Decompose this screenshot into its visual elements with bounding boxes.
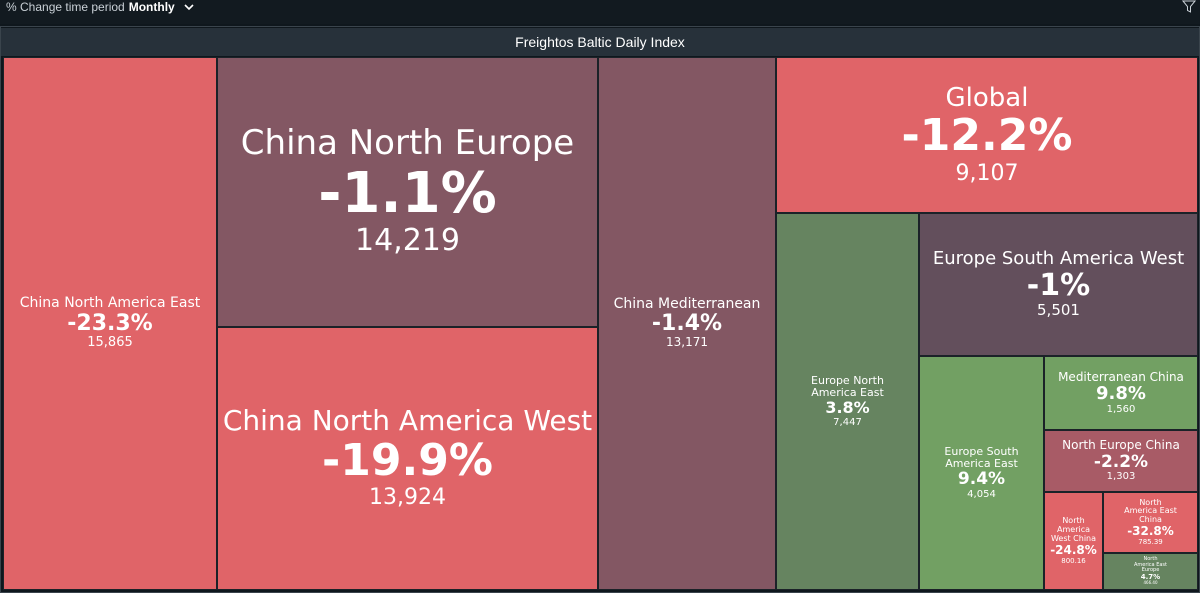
- tile-name: Europe South America West: [932, 248, 1185, 270]
- tile-change: -24.8%: [1050, 542, 1097, 557]
- tile-name: China Mediterranean: [613, 295, 761, 312]
- tile-change: -2.2%: [1093, 451, 1149, 472]
- tile-name: China North Europe: [240, 123, 575, 164]
- tile-value: 1,560: [1106, 403, 1136, 415]
- treemap-tile-europe-south-america-west[interactable]: Europe South America West -1% 5,501: [919, 213, 1198, 356]
- tile-name: North America East Europe: [1133, 556, 1167, 574]
- tile-value: 14,219: [355, 223, 460, 259]
- tile-value: 800.16: [1061, 556, 1086, 565]
- filter-icon[interactable]: [1182, 0, 1196, 14]
- tile-change: -1%: [1026, 268, 1091, 304]
- tile-name: North Europe China: [1062, 438, 1180, 453]
- treemap-tile-north-america-west-china[interactable]: North America West China -24.8% 800.16: [1044, 492, 1103, 590]
- tile-change: -32.8%: [1127, 524, 1174, 539]
- tile-value: 9,107: [955, 160, 1019, 186]
- tile-value: 7,447: [833, 416, 862, 428]
- period-label: % Change time period: [6, 0, 125, 14]
- tile-change: -23.3%: [67, 310, 153, 336]
- tile-name: Global: [945, 82, 1029, 113]
- tile-name: North America West China: [1050, 516, 1097, 543]
- tile-name: China North America East: [19, 295, 201, 312]
- tile-value: 15,865: [87, 334, 133, 350]
- tile-name: China North America West: [222, 404, 593, 438]
- period-value: Monthly: [128, 0, 175, 14]
- treemap-tile-china-mediterranean[interactable]: China Mediterranean -1.4% 13,171: [598, 57, 776, 590]
- tile-change: 3.8%: [825, 398, 870, 418]
- treemap-tile-china-north-europe[interactable]: China North Europe -1.1% 14,219: [217, 57, 598, 327]
- toolbar: % Change time period Monthly: [0, 0, 1200, 24]
- treemap-tile-europe-north-america-east[interactable]: Europe North America East 3.8% 7,447: [776, 213, 919, 590]
- tile-change: 9.4%: [957, 469, 1006, 489]
- tile-change: -19.9%: [322, 435, 493, 487]
- tile-change: -1.4%: [651, 311, 723, 337]
- tile-value: 785.39: [1138, 538, 1163, 547]
- treemap-tile-europe-south-america-east[interactable]: Europe South America East 9.4% 4,054: [919, 356, 1044, 590]
- tile-name: Europe North America East: [811, 373, 884, 399]
- tile-value: 4,054: [967, 488, 996, 500]
- treemap-tile-north-america-east-europe[interactable]: North America East Europe 4.7% 466.40: [1103, 553, 1198, 590]
- tile-change: 9.8%: [1096, 382, 1146, 404]
- tile-change: -12.2%: [901, 110, 1073, 162]
- treemap-tile-north-america-east-china[interactable]: North America East China -32.8% 785.39: [1103, 492, 1198, 553]
- period-selector[interactable]: % Change time period Monthly: [6, 0, 195, 14]
- treemap-tile-global[interactable]: Global -12.2% 9,107: [776, 57, 1198, 213]
- tile-value: 5,501: [1037, 301, 1080, 320]
- tile-name: North America East China: [1124, 497, 1177, 525]
- treemap-tile-north-europe-china[interactable]: North Europe China -2.2% 1,303: [1044, 430, 1198, 492]
- tile-name: Europe South America East: [944, 444, 1019, 470]
- tile-change: -1.1%: [318, 160, 497, 226]
- treemap-tile-china-north-america-west[interactable]: China North America West -19.9% 13,924: [217, 327, 598, 590]
- treemap-tile-mediterranean-china[interactable]: Mediterranean China 9.8% 1,560: [1044, 356, 1198, 430]
- chart-title: Freightos Baltic Daily Index: [1, 28, 1199, 56]
- tile-change: 4.7%: [1140, 572, 1161, 581]
- tile-value: 13,171: [666, 335, 708, 350]
- tile-name: Mediterranean China: [1058, 369, 1184, 384]
- treemap-tile-china-north-america-east[interactable]: China North America East -23.3% 15,865: [3, 57, 217, 590]
- tile-value: 13,924: [369, 485, 446, 511]
- chevron-down-icon[interactable]: [183, 1, 195, 13]
- tile-value: 1,303: [1106, 471, 1136, 483]
- tile-value: 466.40: [1143, 580, 1158, 586]
